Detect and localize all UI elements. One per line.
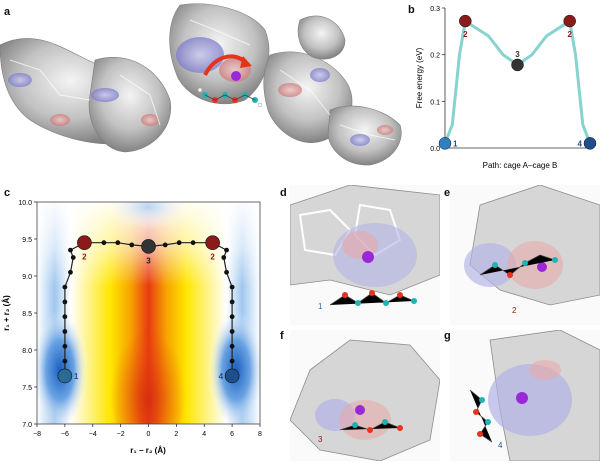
free-energy-plot: 0.0 0.1 0.2 0.3 1 2 3 2 4 Free energy (eV) Path… [415, 6, 597, 170]
x-tick-label: 4 [202, 431, 206, 438]
site-label: 2 [512, 306, 517, 315]
state-marker-label: 4 [219, 372, 224, 381]
panel-c-energy-landscape: −8 −6 −4 −2 0 2 4 6 8 7.0 7.5 8.0 8.5 9.0 9.5 10.0 1 2 3 2… [0, 185, 280, 461]
y-tick-label: 0.0 [430, 146, 440, 153]
panel-label-f: f [280, 330, 284, 342]
path-node [224, 269, 229, 275]
y-tick-label: 7.5 [22, 385, 32, 392]
state-marker-label: 2 [82, 253, 87, 262]
path-node [115, 240, 121, 246]
panel-label-e: e [444, 187, 451, 199]
path-node [68, 247, 73, 253]
path-node [229, 314, 235, 320]
solvent-molecule [197, 87, 263, 108]
state-point [438, 137, 452, 150]
state-point-label: 3 [515, 50, 520, 59]
state-point-label: 4 [578, 139, 583, 148]
x-tick-label: −8 [33, 431, 41, 438]
x-axis-label: r₁ − r₂ (Å) [130, 446, 166, 455]
x-tick-label: 0 [147, 431, 151, 438]
x-tick-label: 6 [230, 431, 234, 438]
state-point [563, 14, 576, 28]
panel-g-snapshot: 4 [450, 330, 600, 461]
y-tick-label: 7.0 [22, 422, 32, 429]
path-node [224, 247, 229, 253]
path-node [101, 240, 107, 246]
y-tick-label: 0.3 [430, 6, 440, 13]
path-node [229, 284, 235, 290]
state-point-label: 2 [463, 30, 468, 39]
panel-d-snapshot: 1 [290, 185, 440, 325]
state-marker-label: 3 [146, 256, 151, 265]
ion-sphere [231, 71, 241, 81]
path-node [221, 255, 227, 260]
y-axis-label: r₁ + r₂ (Å) [2, 295, 11, 331]
path-node [70, 255, 76, 260]
x-tick-label: −4 [89, 431, 97, 438]
path-node [62, 343, 68, 349]
site-label: 1 [318, 302, 323, 311]
panel-f-snapshot: 3 [290, 330, 440, 461]
panel-e-snapshot: 2 [450, 185, 600, 325]
path-node [229, 343, 235, 349]
state-marker [77, 235, 92, 251]
path-node [62, 329, 68, 334]
path-node [129, 242, 135, 248]
state-marker-label: 2 [210, 253, 215, 262]
panel-label-b: b [408, 4, 415, 16]
path-node [229, 299, 235, 305]
site-label: 3 [318, 435, 323, 444]
panel-label-a: a [4, 6, 11, 18]
y-tick-label: 8.0 [22, 348, 32, 355]
y-tick-label: 10.0 [18, 200, 32, 207]
path-node [62, 314, 68, 320]
y-tick-label: 9.0 [22, 274, 32, 281]
heatmap-field [37, 202, 260, 424]
panel-label-c: c [4, 187, 11, 199]
path-node [62, 299, 68, 305]
state-point-label: 2 [567, 30, 572, 39]
state-marker [205, 235, 220, 251]
free-energy-curve [443, 18, 592, 145]
path-node [176, 240, 182, 246]
state-point-label: 1 [453, 139, 458, 148]
y-tick-label: 0.1 [430, 99, 440, 106]
state-marker [224, 368, 240, 384]
path-node [229, 329, 235, 334]
path-node [162, 242, 168, 248]
energy-landscape-heatmap: −8 −6 −4 −2 0 2 4 6 8 7.0 7.5 8.0 8.5 9.0 9.5 10.0 1 2 3 2… [2, 200, 262, 455]
path-node [62, 358, 68, 364]
path-node [229, 358, 235, 364]
site-label: 4 [498, 441, 503, 450]
y-axis-label: Free energy (eV) [415, 47, 424, 108]
molecular-cage-illustration [0, 3, 402, 166]
state-marker [57, 368, 73, 384]
panel-a-molecular-render [0, 0, 405, 170]
panel-b-free-energy-chart: 0.0 0.1 0.2 0.3 1 2 3 2 4 Free energy (eV) Path… [405, 0, 600, 175]
state-marker-label: 1 [74, 372, 79, 381]
path-node [68, 269, 73, 275]
state-point [511, 58, 524, 72]
x-tick-label: −6 [61, 431, 69, 438]
state-marker [141, 239, 156, 254]
x-tick-label: 2 [174, 431, 178, 438]
x-tick-label: 8 [258, 431, 262, 438]
y-tick-label: 9.5 [22, 237, 32, 244]
panel-label-d: d [280, 187, 287, 199]
x-tick-label: −2 [117, 431, 125, 438]
panel-label-g: g [444, 330, 451, 342]
path-node [62, 284, 68, 290]
y-tick-label: 8.5 [22, 311, 32, 318]
y-tick-label: 0.2 [430, 53, 440, 60]
state-point [459, 14, 472, 28]
x-axis-label: Path: cage A–cage B [483, 161, 558, 170]
state-point [583, 137, 597, 150]
path-node [190, 240, 196, 246]
